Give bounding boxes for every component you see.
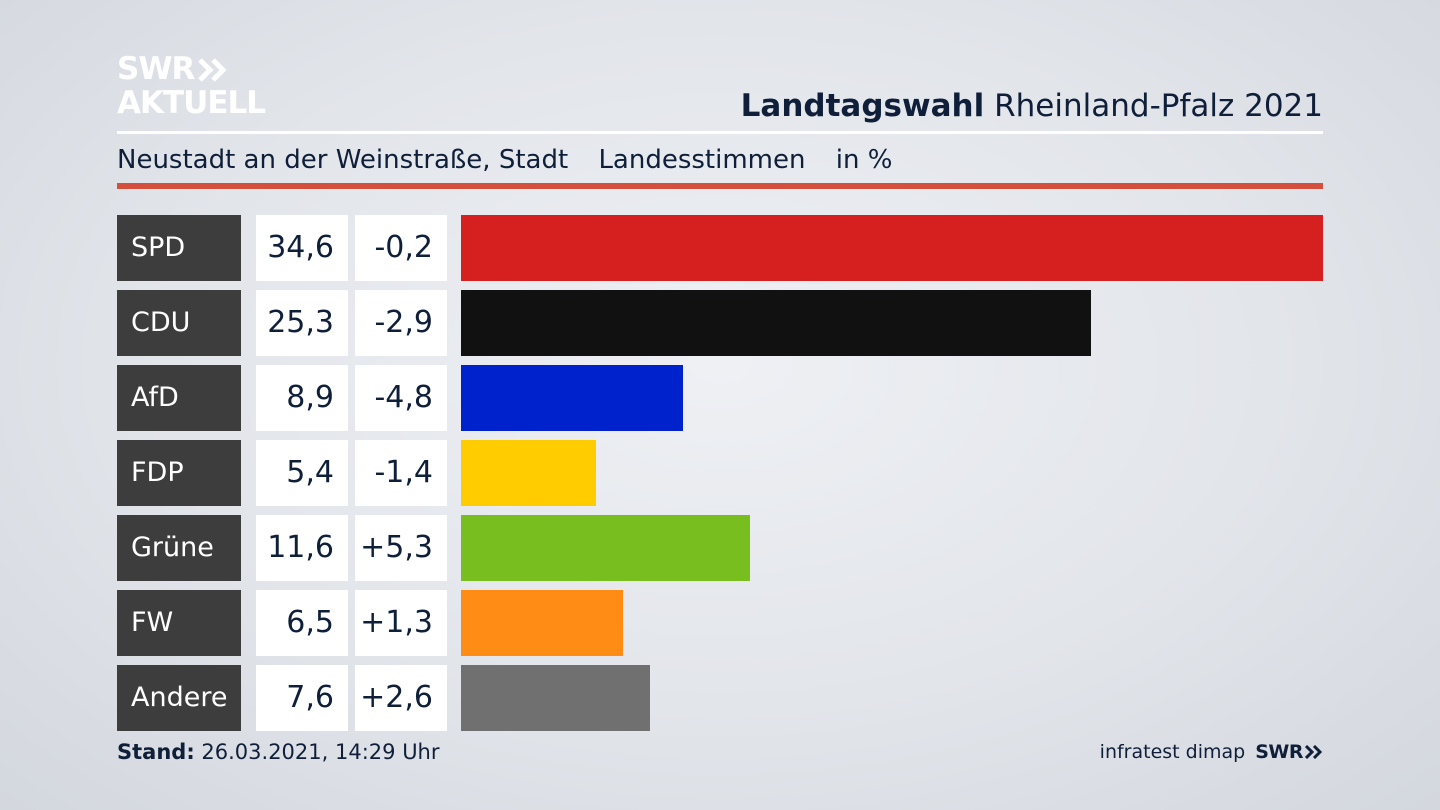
swr-brand: SWR — [1255, 741, 1323, 763]
vote-share-value: 25,3 — [256, 290, 348, 356]
change-value: -2,9 — [355, 290, 447, 356]
party-label: AfD — [117, 365, 241, 431]
swr-aktuell-logo: SWR AKTUELL — [117, 51, 266, 121]
result-row: FDP 5,4 -1,4 — [117, 440, 1323, 506]
result-bar — [461, 290, 1091, 356]
stand-label: Stand: — [117, 740, 195, 764]
page-title: Landtagswahl Rheinland-Pfalz 2021 — [741, 88, 1323, 124]
result-row: SPD 34,6 -0,2 — [117, 215, 1323, 281]
logo-line2: AKTUELL — [117, 85, 266, 121]
vote-share-value: 34,6 — [256, 215, 348, 281]
vote-share-value: 11,6 — [256, 515, 348, 581]
party-label: Andere — [117, 665, 241, 731]
change-value: +5,3 — [355, 515, 447, 581]
vote-share-value: 8,9 — [256, 365, 348, 431]
timestamp: Stand: 26.03.2021, 14:29 Uhr — [117, 740, 440, 764]
party-label: FDP — [117, 440, 241, 506]
swr-brand-label: SWR — [1255, 741, 1303, 763]
result-row: AfD 8,9 -4,8 — [117, 365, 1323, 431]
logo-line1: SWR — [117, 51, 195, 87]
subtitle: Neustadt an der Weinstraße, Stadt Landes… — [117, 145, 914, 175]
party-label: SPD — [117, 215, 241, 281]
subtitle-unit: in % — [835, 145, 893, 175]
double-chevron-icon — [198, 57, 227, 82]
result-bar — [461, 515, 750, 581]
change-value: -4,8 — [355, 365, 447, 431]
result-row: Grüne 11,6 +5,3 — [117, 515, 1323, 581]
result-bar — [461, 440, 596, 506]
result-bar — [461, 590, 623, 656]
party-label: Grüne — [117, 515, 241, 581]
result-row: FW 6,5 +1,3 — [117, 590, 1323, 656]
result-bar — [461, 365, 683, 431]
change-value: +1,3 — [355, 590, 447, 656]
vote-share-value: 7,6 — [256, 665, 348, 731]
subtitle-region: Neustadt an der Weinstraße, Stadt — [117, 145, 569, 175]
title-bold: Landtagswahl — [740, 88, 985, 124]
stand-value: 26.03.2021, 14:29 Uhr — [201, 740, 440, 764]
double-chevron-icon — [1305, 745, 1323, 759]
vote-share-value: 5,4 — [256, 440, 348, 506]
result-bar — [461, 215, 1323, 281]
change-value: +2,6 — [355, 665, 447, 731]
result-bar — [461, 665, 650, 731]
result-row: Andere 7,6 +2,6 — [117, 665, 1323, 731]
source-credit: infratest dimap SWR — [1100, 741, 1323, 763]
vote-share-value: 6,5 — [256, 590, 348, 656]
header-divider — [117, 131, 1323, 134]
party-label: FW — [117, 590, 241, 656]
change-value: -0,2 — [355, 215, 447, 281]
change-value: -1,4 — [355, 440, 447, 506]
party-label: CDU — [117, 290, 241, 356]
source-label: infratest dimap — [1099, 741, 1246, 763]
result-row: CDU 25,3 -2,9 — [117, 290, 1323, 356]
title-rest: Rheinland-Pfalz 2021 — [994, 88, 1323, 124]
subtitle-vote-type: Landesstimmen — [598, 145, 806, 175]
accent-divider — [117, 183, 1323, 189]
